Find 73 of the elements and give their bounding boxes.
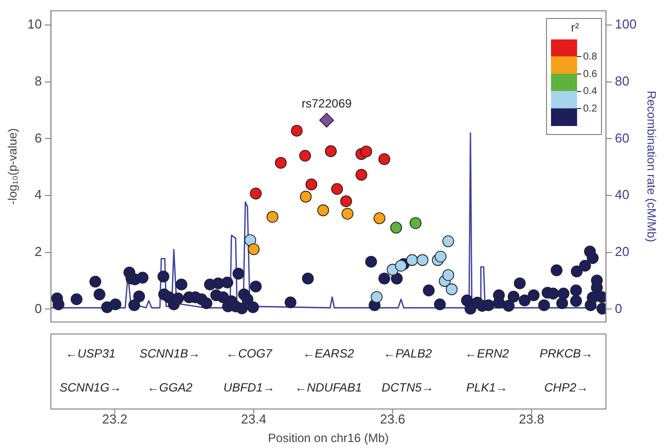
point [305, 178, 318, 190]
point [290, 124, 303, 137]
y-tick-label: 0.4 [583, 86, 598, 97]
y-tick-label: 0.2 [583, 103, 598, 114]
point [250, 188, 262, 200]
text: SCNN1B→ [139, 346, 200, 360]
point [248, 243, 260, 256]
y-axis-title: -log₁₀(p-value) [6, 128, 20, 205]
y-tick-label: 4 [34, 187, 42, 202]
y2-tick-label: 0 [614, 300, 622, 316]
y-tick-label: 0.6 [583, 68, 598, 80]
point [300, 190, 312, 203]
x-tick-label: 23.4 [241, 411, 266, 426]
y-tick-label: 8 [34, 73, 42, 88]
y2-axis-title: Recombination rate (cM/Mb) [644, 90, 658, 242]
text: PRKCB→ [540, 346, 593, 360]
text: UBFD1→ [223, 380, 275, 394]
y2-tick-label: 100 [614, 16, 637, 32]
point [360, 146, 372, 158]
x-tick-label: 23.8 [518, 411, 544, 426]
bar [550, 39, 578, 57]
point [406, 254, 418, 266]
text: DCTN5→ [382, 380, 434, 394]
point [274, 156, 287, 169]
point [434, 250, 446, 263]
point [370, 291, 383, 303]
point [324, 145, 337, 158]
text: ←COG7 [226, 346, 274, 360]
point [442, 269, 454, 282]
y-tick-label: 0.8 [583, 51, 598, 62]
x-tick-label: 23.6 [380, 411, 406, 426]
y-tick-label: 6 [34, 130, 42, 146]
point [446, 283, 458, 296]
text: ←EARS2 [302, 346, 354, 360]
text: ←PALB2 [383, 346, 432, 360]
point [378, 153, 390, 166]
bar [550, 90, 578, 109]
point [317, 204, 330, 216]
annotation: rs722069 [302, 96, 352, 111]
point [442, 235, 454, 248]
point [331, 183, 343, 195]
y-tick-label: 0 [34, 300, 42, 316]
text: ←NDUFAB1 [294, 380, 362, 394]
bar [550, 56, 578, 74]
point [266, 210, 278, 223]
bar [550, 74, 578, 92]
text: SCNN1G→ [60, 380, 122, 394]
y2-tick-label: 60 [614, 130, 630, 146]
point [390, 222, 402, 234]
x-tick-label: 23.2 [102, 411, 128, 426]
text: ←ERN2 [464, 346, 510, 360]
point [410, 217, 422, 229]
bar [550, 108, 578, 126]
text: CHP2→ [544, 380, 588, 394]
y-tick-label: 2 [34, 244, 42, 259]
y2-tick-label: 20 [614, 244, 630, 259]
text: ←USP31 [65, 346, 116, 360]
point [416, 254, 428, 266]
y-tick-label: 10 [27, 16, 42, 32]
y2-tick-label: 80 [614, 73, 630, 88]
point [299, 150, 312, 162]
text: PLK1→ [466, 380, 508, 394]
x-axis-title: Position on chr16 (Mb) [268, 431, 389, 446]
text: ←GGA2 [147, 380, 193, 394]
point [319, 112, 334, 128]
point [395, 260, 407, 272]
y2-tick-label: 40 [614, 187, 630, 202]
point [244, 234, 256, 246]
point [374, 212, 386, 224]
point [340, 195, 352, 208]
point [355, 168, 368, 181]
point [342, 208, 354, 220]
chart-title: r² [570, 20, 579, 34]
